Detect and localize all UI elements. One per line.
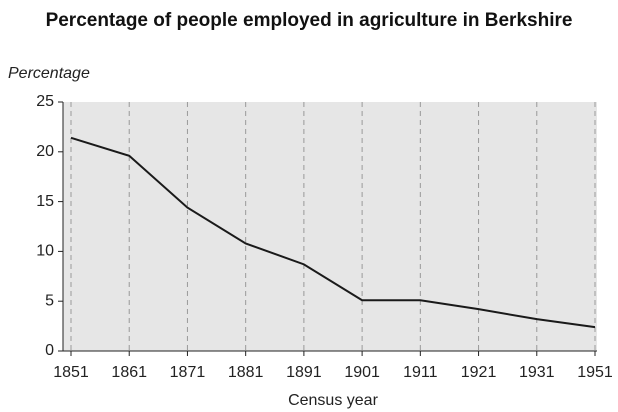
plot-area — [63, 102, 597, 351]
y-tick-label: 10 — [36, 243, 54, 260]
x-tick-label: 1851 — [53, 364, 89, 381]
data-line — [70, 136, 596, 329]
y-tick-label: 0 — [45, 342, 54, 359]
chart-title: Percentage of people employed in agricul… — [45, 10, 573, 31]
x-tick-label: 1881 — [228, 364, 264, 381]
y-tick-label: 25 — [36, 93, 54, 110]
x-tick-label: 1891 — [286, 364, 322, 381]
x-tick-label: 1861 — [111, 364, 147, 381]
x-tick-label: 1921 — [461, 364, 497, 381]
x-tick-label: 1901 — [344, 364, 380, 381]
y-tick-label: 20 — [36, 143, 54, 160]
x-axis-label: Census year — [288, 392, 378, 409]
y-tick-label: 15 — [36, 193, 54, 210]
x-tick-label: 1931 — [519, 364, 555, 381]
x-tick-label: 1871 — [170, 364, 206, 381]
y-tick-label: 5 — [45, 292, 54, 309]
y-axis-label: Percentage — [8, 65, 90, 82]
x-tick-label: 1911 — [403, 364, 438, 381]
x-tick-label: 1951 — [577, 364, 613, 381]
